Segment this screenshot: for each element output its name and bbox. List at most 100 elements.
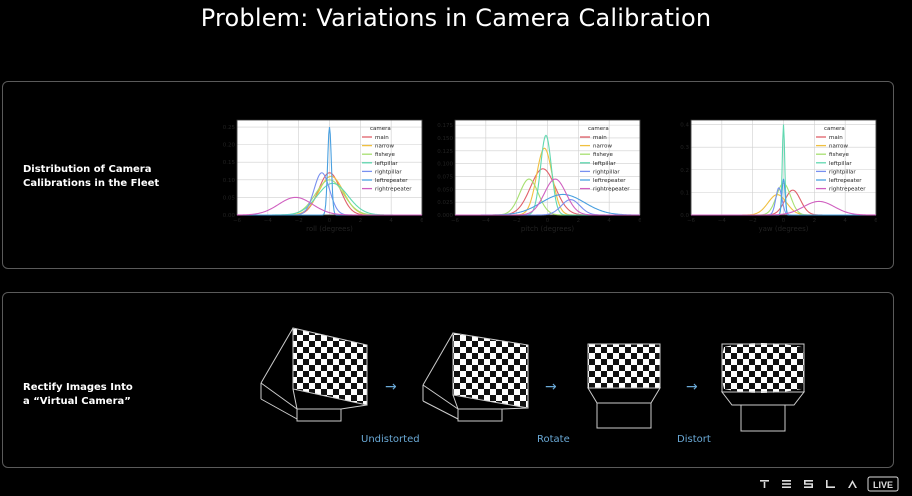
x-tick-label: 0 — [546, 218, 550, 224]
y-tick-label: 0.2 — [680, 168, 689, 174]
legend-entry: leftrepeater — [829, 178, 862, 184]
tesla-live-logo: LIVE — [760, 476, 900, 496]
legend-entry: fisheye — [375, 152, 395, 158]
x-tick-label: −4 — [482, 218, 491, 224]
legend-entry: main — [375, 135, 389, 141]
x-tick-label: 2 — [359, 218, 363, 224]
legend-entry: rightrepeater — [829, 187, 866, 193]
legend-title: camera — [370, 126, 391, 132]
x-tick-label: −2 — [513, 218, 521, 224]
x-tick-label: −4 — [718, 218, 727, 224]
rectify-label: Rectify Images Into a “Virtual Camera” — [23, 381, 133, 409]
x-tick-label: 0 — [328, 218, 332, 224]
y-tick-label: 0.100 — [437, 162, 453, 168]
y-tick-label: 0.4 — [680, 123, 689, 129]
x-tick-label: −6 — [451, 218, 460, 224]
y-tick-label: 0.10 — [223, 178, 236, 184]
y-tick-label: 0.025 — [437, 200, 453, 206]
legend-entry: leftpillar — [375, 161, 398, 167]
rectify-panel: Rectify Images Into a “Virtual Camera” → — [2, 292, 894, 468]
rectify-label-line1: Rectify Images Into — [23, 382, 133, 393]
y-tick-label: 0.15 — [223, 160, 236, 166]
x-tick-label: −6 — [687, 218, 696, 224]
legend-entry: rightrepeater — [593, 187, 630, 193]
x-tick-label: 4 — [843, 218, 847, 224]
x-tick-label: 6 — [638, 218, 641, 224]
x-axis-label: yaw (degrees) — [758, 225, 808, 233]
x-tick-label: 0 — [782, 218, 786, 224]
rectify-label-line2: a “Virtual Camera” — [23, 396, 131, 407]
legend-entry: rightpillar — [829, 169, 856, 175]
y-tick-label: 0.05 — [223, 195, 236, 201]
yaw-distribution-chart: −6 −4 −2 0 2 4 6 0.0 0.1 0.2 0.3 0.4 camera main narro… — [680, 119, 877, 233]
x-axis-label: roll (degrees) — [306, 225, 353, 233]
arrow-icon: → — [545, 379, 557, 395]
legend-entry: main — [593, 135, 607, 141]
plot-frame — [454, 119, 641, 216]
y-tick-label: 0.150 — [437, 136, 453, 142]
camera-diagram-distorted — [720, 343, 806, 432]
legend-entry: rightpillar — [593, 169, 620, 175]
legend-entry: narrow — [593, 144, 613, 150]
y-tick-label: 0.20 — [223, 143, 236, 149]
legend-entry: leftrepeater — [375, 178, 408, 184]
legend-entry: narrow — [375, 144, 395, 150]
y-tick-label: 0.000 — [437, 213, 453, 219]
x-tick-label: 2 — [813, 218, 817, 224]
step-rotate-label: Rotate — [537, 434, 570, 445]
step-distort-label: Distort — [677, 434, 711, 445]
live-badge: LIVE — [873, 480, 893, 490]
arrow-icon: → — [385, 379, 397, 395]
legend-entry: leftrepeater — [593, 178, 626, 184]
checkerboard-image — [587, 343, 661, 389]
plot-frame — [236, 119, 423, 216]
y-tick-label: 0.3 — [680, 145, 689, 151]
legend-entry: fisheye — [593, 152, 613, 158]
series-line-rightrepeater — [237, 196, 422, 216]
x-tick-label: −2 — [749, 218, 757, 224]
arrow-icon: → — [686, 379, 698, 395]
distribution-label-line1: Distribution of Camera — [23, 164, 152, 175]
legend-title: camera — [824, 126, 845, 132]
x-tick-label: 4 — [389, 218, 393, 224]
x-tick-label: 2 — [577, 218, 581, 224]
calibration-distribution-panel: Distribution of Camera Calibrations in t… — [2, 81, 894, 269]
y-tick-label: 0.25 — [223, 125, 236, 131]
x-tick-label: 6 — [420, 218, 423, 224]
checkerboard-image — [292, 327, 368, 406]
camera-diagram-undistorted — [260, 327, 368, 422]
legend-entry: rightpillar — [375, 169, 402, 175]
series-line-rightrepeater — [691, 200, 877, 216]
legend-entry: leftpillar — [593, 161, 616, 167]
x-axis-label: pitch (degrees) — [521, 225, 575, 233]
x-tick-label: −4 — [264, 218, 273, 224]
x-tick-label: −6 — [233, 218, 242, 224]
y-tick-label: 0.175 — [437, 123, 453, 129]
y-tick-label: 0.0 — [680, 213, 689, 219]
legend-entry: rightrepeater — [375, 187, 412, 193]
x-tick-label: 4 — [607, 218, 611, 224]
distribution-label: Distribution of Camera Calibrations in t… — [23, 163, 159, 191]
roll-distribution-chart: −6 −4 −2 0 2 4 6 0.00 0.05 0.10 0.15 0.20 0.25 camera… — [223, 119, 423, 233]
step-undistorted-label: Undistorted — [361, 434, 420, 445]
series-line-rightrepeater — [455, 178, 640, 216]
y-tick-label: 0.075 — [437, 174, 453, 180]
legend-entry: main — [829, 135, 843, 141]
y-tick-label: 0.00 — [223, 213, 236, 219]
pitch-distribution-chart: −6 −4 −2 0 2 4 6 0.000 0.025 0.050 0.075 0.100 0.125… — [437, 119, 641, 233]
camera-diagram-rotate-source — [422, 332, 529, 422]
legend-entry: leftpillar — [829, 161, 852, 167]
x-tick-label: 6 — [874, 218, 877, 224]
distribution-label-line2: Calibrations in the Fleet — [23, 178, 160, 189]
x-tick-label: −2 — [295, 218, 303, 224]
legend-title: camera — [588, 126, 609, 132]
legend-entry: narrow — [829, 144, 849, 150]
camera-diagram-rotated — [587, 343, 661, 429]
y-tick-label: 0.1 — [680, 190, 689, 196]
y-tick-label: 0.125 — [437, 149, 453, 155]
slide-title: Problem: Variations in Camera Calibratio… — [200, 4, 712, 32]
legend-entry: fisheye — [829, 152, 849, 158]
y-tick-label: 0.050 — [437, 187, 453, 193]
checkerboard-image — [452, 332, 529, 409]
tesla-wordmark-icon: LIVE — [760, 476, 899, 492]
